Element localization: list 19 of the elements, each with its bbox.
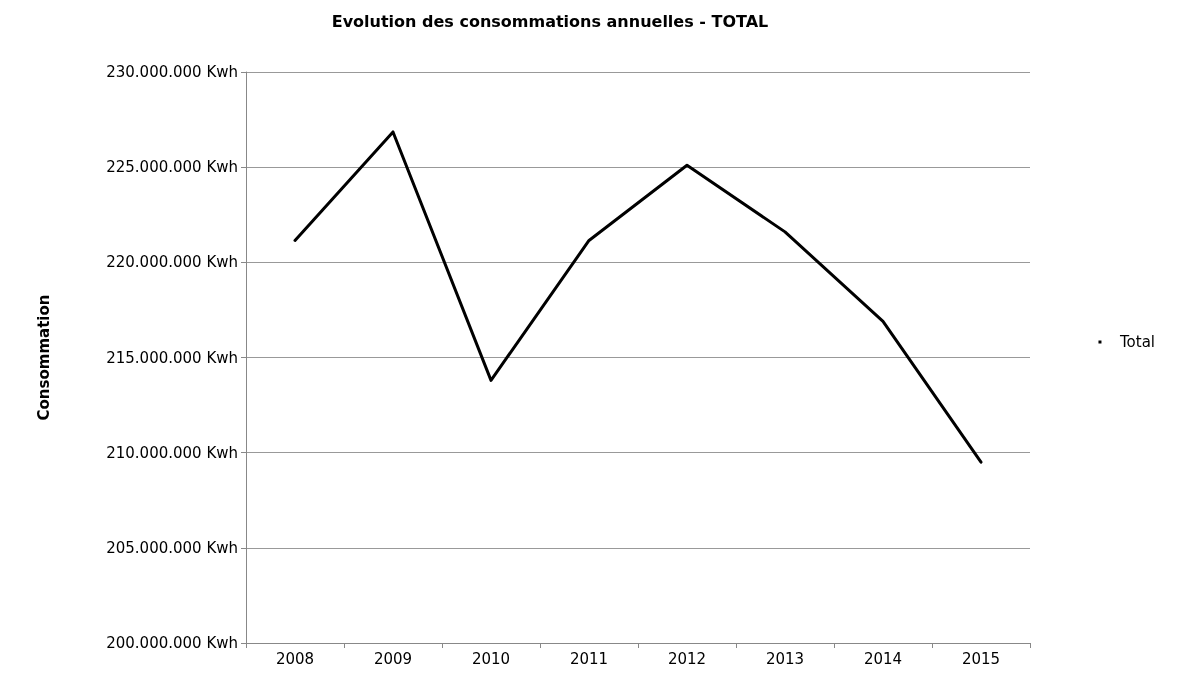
y-tick-label: 220.000.000 Kwh — [106, 253, 238, 272]
x-tick-label: 2011 — [569, 649, 609, 668]
y-tick-label: 215.000.000 Kwh — [106, 348, 238, 367]
y-tick-label: 225.000.000 Kwh — [106, 158, 238, 177]
line-series — [293, 130, 983, 464]
y-tick-label: 210.000.000 Kwh — [106, 443, 238, 462]
legend-label: Total — [1118, 333, 1156, 351]
x-tick-label: 2015 — [961, 649, 1001, 668]
chart-title: Evolution des consommations annuelles - TOTAL — [331, 11, 769, 31]
x-tick-label: 2008 — [275, 649, 315, 668]
y-tick-label: 200.000.000 Kwh — [106, 634, 238, 652]
x-tick-label: 2013 — [765, 649, 805, 668]
x-tick-label: 2009 — [373, 649, 413, 668]
x-tick-label: 2010 — [471, 649, 511, 668]
x-tick-label: 2012 — [667, 649, 707, 668]
y-tick-label: 205.000.000 Kwh — [106, 538, 238, 557]
x-tick-label: 2014 — [863, 649, 903, 668]
y-axis-title: Consommation — [34, 294, 53, 421]
y-tick-label: 230.000.000 Kwh — [106, 63, 238, 81]
